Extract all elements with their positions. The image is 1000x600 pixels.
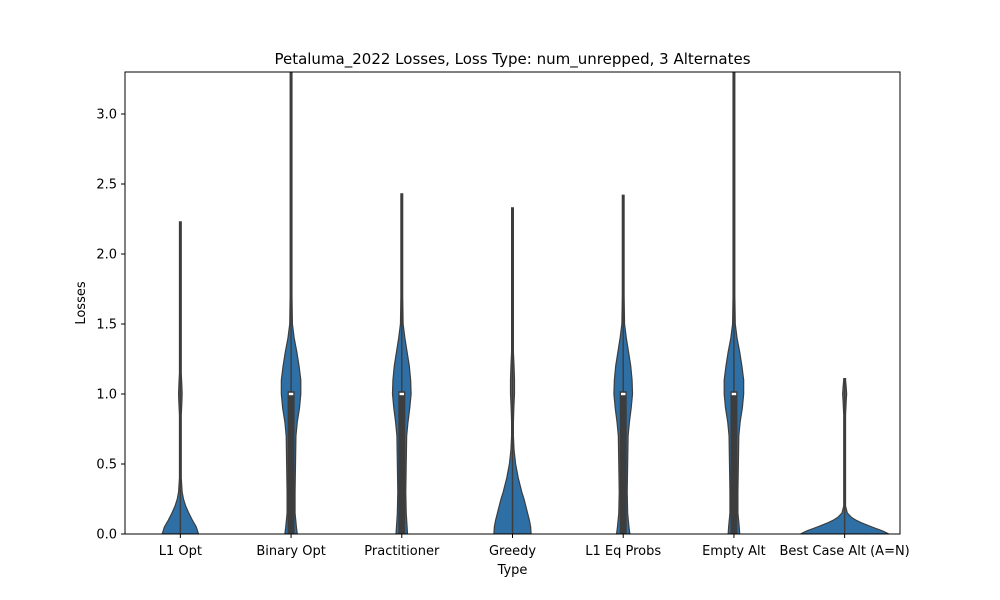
y-axis: 0.0 0.5 1.0 1.5 2.0 2.5 3.0 (96, 108, 125, 543)
plot-area (161, 72, 890, 534)
iqr-box-empty-alt (730, 391, 738, 534)
y-tick-label: 2.0 (96, 248, 117, 263)
median-marker-empty-alt (731, 392, 737, 396)
x-tick-label: Best Case Alt (A=N) (780, 544, 910, 559)
chart-title: Petaluma_2022 Losses, Loss Type: num_unr… (274, 50, 750, 69)
x-tick-label: L1 Eq Probs (585, 544, 661, 559)
y-tick-label: 0.5 (96, 458, 117, 473)
x-tick-label: Greedy (489, 544, 536, 559)
iqr-box-practitioner (398, 391, 406, 534)
x-tick-label: Empty Alt (702, 544, 766, 559)
x-tick-label: Practitioner (364, 544, 440, 559)
iqr-box-binary-opt (287, 391, 295, 534)
x-axis: L1 Opt Binary Opt Practitioner Greedy L1 Eq … (159, 534, 910, 559)
y-tick-label: 1.5 (96, 318, 117, 333)
x-axis-label: Type (497, 563, 528, 578)
iqr-box-l1-eq-probs (619, 391, 627, 534)
y-tick-label: 1.0 (96, 388, 117, 403)
x-tick-label: L1 Opt (159, 544, 202, 559)
plot-frame (124, 71, 901, 535)
median-marker-l1-eq-probs (621, 392, 626, 396)
y-tick-label: 3.0 (96, 108, 117, 123)
y-axis-label: Losses (74, 281, 89, 325)
median-marker-binary-opt (288, 392, 294, 396)
median-marker-practitioner (399, 392, 404, 396)
y-tick-label: 0.0 (96, 528, 117, 543)
y-tick-label: 2.5 (96, 178, 117, 193)
x-tick-label: Binary Opt (256, 544, 326, 559)
